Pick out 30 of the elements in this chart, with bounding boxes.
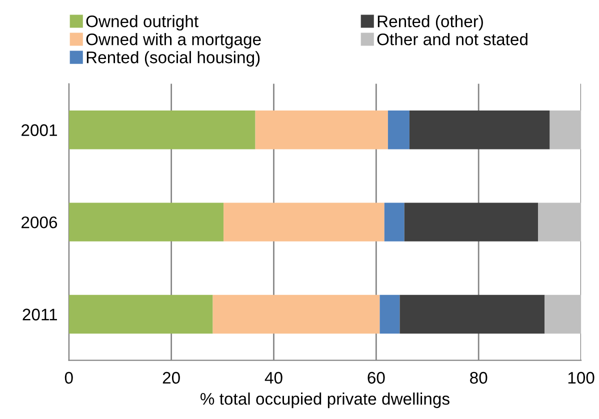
x-axis-title: % total occupied private dwellings [200, 392, 450, 408]
bar [388, 110, 410, 150]
bar [224, 202, 384, 242]
x-tick-label: 40 [264, 372, 282, 384]
legend-label: Owned outright [86, 15, 198, 31]
legend-label: Rented (social housing) [86, 51, 260, 67]
bar [255, 110, 388, 150]
legend-label: Other and not stated [377, 33, 528, 46]
bar [538, 202, 582, 242]
legend-label: Rented (other) [378, 15, 483, 31]
x-tick-label: 80 [470, 372, 488, 384]
bar [409, 110, 550, 150]
bar [212, 294, 380, 334]
bar [404, 202, 538, 242]
x-tick-label: 100 [568, 372, 594, 384]
bar [550, 110, 582, 150]
bar [544, 294, 582, 334]
bar [68, 294, 213, 334]
bar [400, 294, 545, 334]
x-tick-label: 20 [162, 372, 180, 384]
bar [68, 202, 224, 242]
x-tick-label: 60 [368, 372, 385, 384]
y-tick-label: 2001 [22, 124, 57, 136]
legend-label: Owned with a mortgage [86, 33, 261, 49]
y-tick-label: 2011 [22, 308, 57, 320]
y-tick-label: 2006 [22, 216, 58, 228]
bar [68, 110, 256, 150]
x-tick-label: 0 [64, 372, 73, 384]
bar [380, 294, 400, 334]
bar [384, 202, 404, 242]
